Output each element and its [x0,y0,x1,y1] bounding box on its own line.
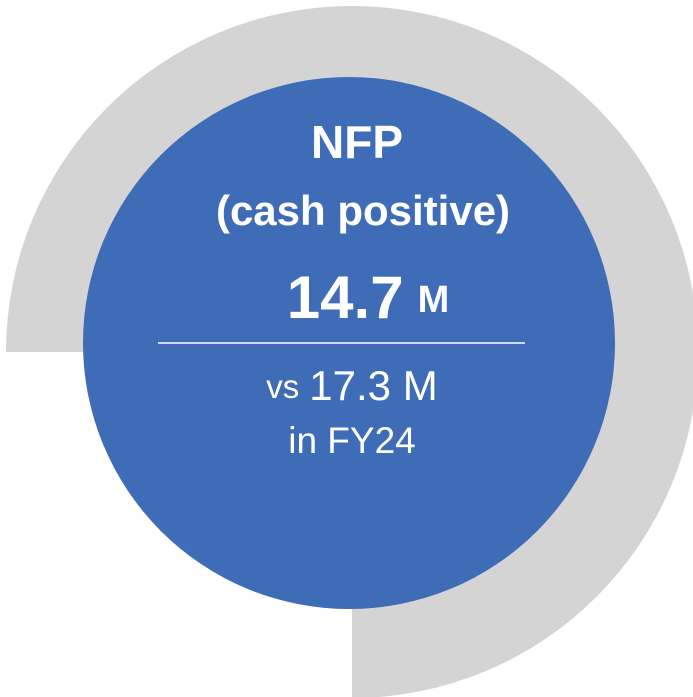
comparison-prefix: vs [266,368,299,405]
kpi-value: 14.7 [287,264,404,331]
comparison-line: vs 17.3 M [266,362,437,409]
comparison-value: 17.3 M [309,362,437,409]
kpi-unit: M [418,279,450,321]
kpi-value-line: 14.7 M [287,264,449,331]
comparison-period: in FY24 [288,420,416,461]
kpi-title: NFP [311,116,403,168]
kpi-subtitle: (cash positive) [216,187,510,234]
